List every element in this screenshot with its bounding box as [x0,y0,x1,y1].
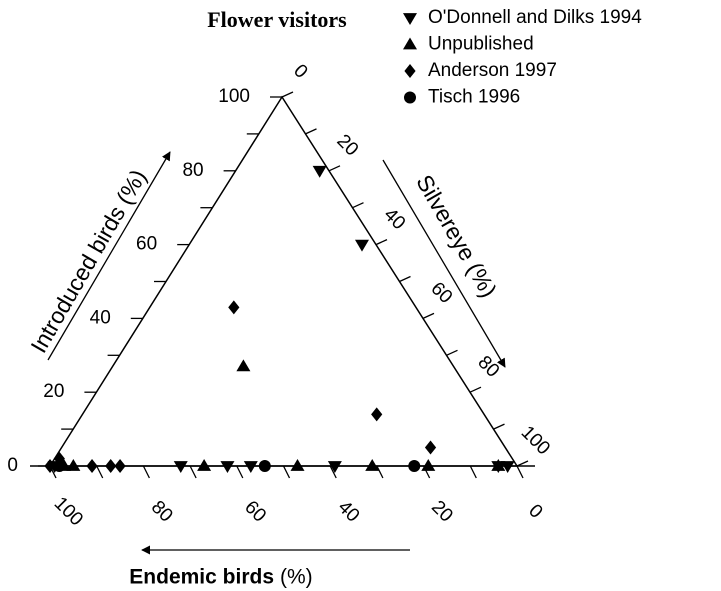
tick-mark [189,465,197,479]
tick-mark [375,239,388,246]
data-point [421,459,436,471]
introduced-title: Introduced birds (%) [25,165,151,357]
endemic-tick-label: 20 [427,497,457,527]
chart-title: Flower visitors [207,7,347,32]
silvereye-tick-label: 0 [289,60,311,82]
legend-marker [403,37,417,50]
data-point [354,239,369,252]
tick-mark [469,386,482,393]
data-point [408,460,421,472]
introduced-tick-label: 20 [43,381,64,402]
data-point [327,461,342,473]
silvereye-tick-label: 60 [426,278,456,308]
data-point [258,460,271,472]
legend-marker [404,91,416,104]
tick-mark [328,165,341,172]
tick-mark [142,465,150,479]
introduced-tick-label: 60 [136,234,157,255]
legend-marker [403,13,417,25]
endemic-tick-label: 80 [147,497,177,527]
tick-mark [422,312,435,319]
tick-mark [329,465,337,479]
introduced-tick-label: 40 [90,307,111,328]
tick-mark [516,465,524,479]
data-point [500,461,515,473]
legend-label: Tisch 1996 [428,87,520,108]
silvereye-tick-label: 40 [379,204,409,234]
data-point [173,461,188,473]
tick-mark [516,460,529,467]
data-point [114,459,126,473]
endemic-tick-label: 40 [334,497,364,527]
tick-mark [281,91,294,98]
silvereye-tick-label: 20 [332,131,362,161]
tick-mark [305,128,317,135]
introduced-tick-label: 0 [7,455,18,476]
legend-label: Unpublished [428,34,534,55]
introduced-arrow [47,151,171,361]
data-point [220,461,235,473]
data-point [236,359,251,372]
legend-label: O'Donnell and Dilks 1994 [428,7,642,28]
endemic-tick-label: 100 [50,493,87,530]
data-point [365,459,380,471]
data-point [105,459,117,473]
tick-mark [282,465,291,479]
endemic-tick-label: 0 [524,500,546,522]
silvereye-arrow [382,159,506,368]
introduced-tick-label: 80 [182,160,203,181]
data-point [312,165,327,178]
silvereye-title: Silvereye (%) [411,170,502,301]
data-point [228,300,240,315]
tick-mark [399,275,411,283]
data-point [290,459,305,471]
data-point [243,461,258,473]
data-point [424,440,437,455]
data-point [86,459,98,473]
data-point [371,407,383,422]
tick-mark [493,423,505,430]
data-point [491,459,506,471]
tick-mark [376,465,384,479]
endemic-title: Endemic birds [129,566,274,589]
tick-mark [352,202,364,209]
introduced-tick-label: 100 [218,86,250,107]
data-point [53,460,66,472]
data-point [66,459,81,471]
tick-mark [96,465,104,479]
data-point [197,459,212,471]
tick-mark [446,349,458,356]
silvereye-tick-label: 100 [517,422,554,459]
legend-label: Anderson 1997 [428,60,557,81]
tick-mark [236,465,244,479]
triangle-frame [48,95,519,467]
endemic-tick-label: 60 [240,497,270,527]
legend-marker [404,64,416,78]
endemic-unit: (%) [280,566,313,589]
tick-mark [469,465,477,479]
data-point [44,459,56,473]
